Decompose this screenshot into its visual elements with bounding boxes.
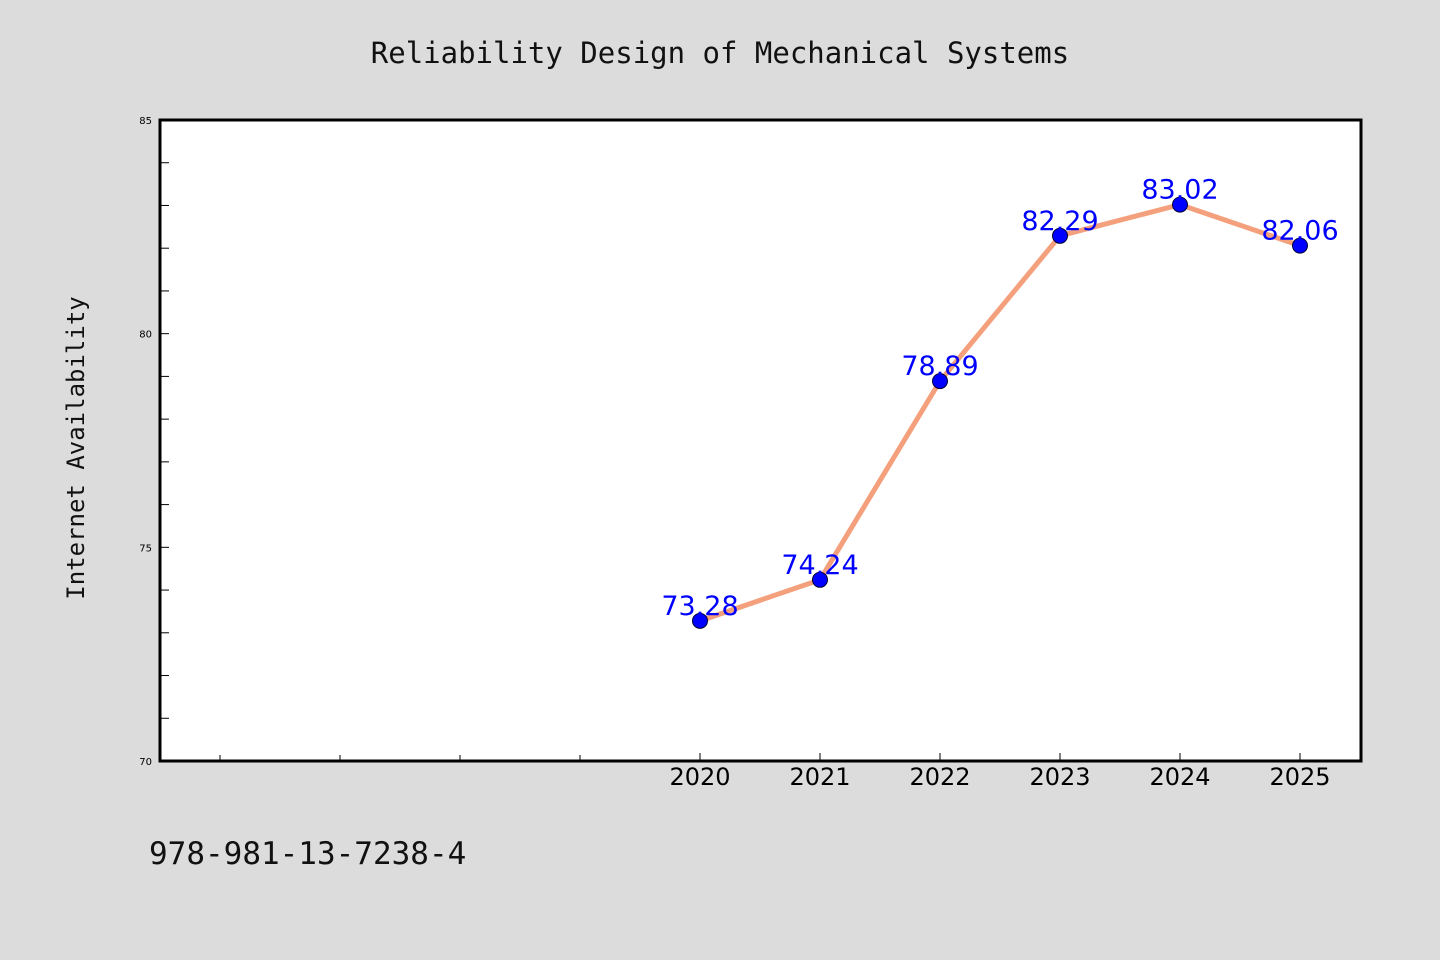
data-label: 74.24 bbox=[781, 550, 858, 581]
data-point bbox=[812, 571, 828, 588]
plot-frame bbox=[158, 118, 1363, 763]
y-tick-label: 85 bbox=[139, 116, 152, 127]
data-point bbox=[1292, 237, 1308, 254]
y-axis-label: Internet Availability bbox=[62, 296, 90, 599]
axis-ticks: 70 75 80 85 2020 2021 2022 2023 2024 2025 bbox=[139, 116, 1330, 791]
data-point bbox=[1052, 227, 1068, 244]
data-label: 73.28 bbox=[661, 591, 738, 622]
y-tick-label: 70 bbox=[139, 757, 152, 768]
data-label: 82.29 bbox=[1021, 206, 1098, 237]
x-tick-label: 2020 bbox=[669, 763, 730, 791]
data-labels: 73.28 74.24 78.89 82.29 83.02 82.06 bbox=[661, 175, 1338, 622]
isbn-text: 978-981-13-7238-4 bbox=[149, 836, 466, 872]
data-point bbox=[692, 612, 708, 629]
x-tick-label: 2022 bbox=[909, 763, 970, 791]
data-label: 83.02 bbox=[1141, 175, 1218, 206]
data-label: 78.89 bbox=[901, 351, 978, 382]
x-tick-label: 2025 bbox=[1269, 763, 1330, 791]
x-tick-label: 2021 bbox=[789, 763, 850, 791]
data-point bbox=[1172, 196, 1188, 213]
plot-area bbox=[160, 120, 1361, 761]
y-tick-label: 75 bbox=[139, 543, 152, 554]
x-tick-label: 2023 bbox=[1029, 763, 1090, 791]
chart-title: Reliability Design of Mechanical Systems bbox=[371, 36, 1069, 70]
x-tick-label: 2024 bbox=[1149, 763, 1210, 791]
y-tick-label: 80 bbox=[139, 330, 152, 341]
data-label: 82.06 bbox=[1261, 216, 1338, 247]
series-line bbox=[697, 202, 1303, 624]
series-line-layer bbox=[697, 202, 1303, 624]
data-point bbox=[932, 373, 948, 390]
data-points bbox=[692, 196, 1308, 629]
